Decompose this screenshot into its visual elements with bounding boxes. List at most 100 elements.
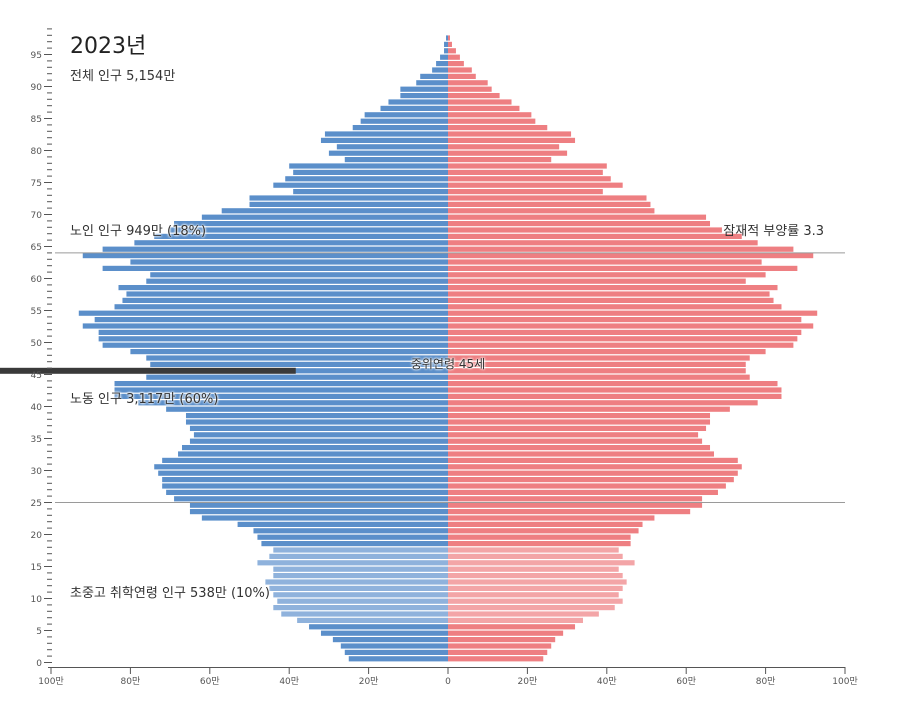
female-bar-age-6 xyxy=(448,617,583,623)
female-bar-age-17 xyxy=(448,547,619,553)
female-bar-age-0 xyxy=(448,656,544,662)
female-bar-age-50 xyxy=(448,336,798,342)
age-tick-label: 50 xyxy=(31,339,43,349)
male-bar-age-55 xyxy=(114,304,449,310)
female-bar-age-67 xyxy=(448,227,722,233)
male-bar-age-15 xyxy=(257,560,448,566)
female-bar-age-43 xyxy=(448,381,778,387)
male-bar-age-26 xyxy=(166,489,448,495)
female-bar-age-48 xyxy=(448,349,766,355)
female-bar-age-58 xyxy=(448,285,778,291)
female-bar-age-51 xyxy=(448,329,802,335)
male-bar-age-59 xyxy=(146,278,448,284)
female-bar-age-56 xyxy=(448,297,774,303)
female-bar-age-94 xyxy=(448,54,460,60)
age-tick-label: 25 xyxy=(31,499,42,509)
median-age-label: 중위연령 45세 xyxy=(410,357,486,371)
male-bar-age-4 xyxy=(320,630,448,636)
male-bar-age-43 xyxy=(114,381,449,387)
male-bar-age-70 xyxy=(221,208,448,214)
female-bar-age-28 xyxy=(448,477,734,483)
age-tick-label: 0 xyxy=(36,659,42,669)
female-bar-age-19 xyxy=(448,534,631,540)
female-bar-age-81 xyxy=(448,137,576,143)
total-population-label: 전체 인구 5,154만 xyxy=(70,69,176,84)
x-tick-label: 20만 xyxy=(518,676,538,687)
x-tick-label: 60만 xyxy=(676,676,696,687)
female-bar-age-60 xyxy=(448,272,766,278)
age-tick-label: 90 xyxy=(31,83,43,93)
male-bar-age-28 xyxy=(162,477,448,483)
elderly-population-label: 노인 인구 949만 (18%) xyxy=(70,224,207,239)
female-bar-age-7 xyxy=(448,611,599,617)
male-bar-age-88 xyxy=(400,93,448,99)
male-bar-age-94 xyxy=(440,54,448,60)
female-bar-age-77 xyxy=(448,163,607,169)
male-bar-age-51 xyxy=(98,329,448,335)
female-bar-age-57 xyxy=(448,291,770,297)
male-bar-age-56 xyxy=(122,297,449,303)
male-bar-age-23 xyxy=(189,509,448,515)
female-bar-age-97 xyxy=(448,35,450,41)
female-bar-age-26 xyxy=(448,489,718,495)
x-tick-label: 80만 xyxy=(121,676,141,687)
male-bar-age-60 xyxy=(150,272,448,278)
female-bar-age-76 xyxy=(448,169,603,175)
female-bar-age-63 xyxy=(448,253,814,259)
male-bar-age-65 xyxy=(134,240,448,246)
male-bar-age-62 xyxy=(130,259,448,265)
female-bar-age-80 xyxy=(448,144,560,150)
age-tick-label: 10 xyxy=(31,595,43,605)
male-bar-age-83 xyxy=(352,125,448,131)
male-bar-age-89 xyxy=(400,86,448,92)
female-bar-age-44 xyxy=(448,374,750,380)
male-bar-age-53 xyxy=(94,317,449,323)
age-tick-label: 75 xyxy=(31,179,42,189)
female-bar-age-69 xyxy=(448,214,707,220)
female-bar-age-5 xyxy=(448,624,576,630)
male-bar-age-73 xyxy=(293,189,448,195)
male-bar-age-97 xyxy=(446,35,448,41)
male-bar-age-58 xyxy=(118,285,449,291)
female-bar-age-96 xyxy=(448,41,452,47)
female-bar-age-36 xyxy=(448,425,707,431)
male-bar-age-63 xyxy=(82,253,448,259)
x-tick-label: 20만 xyxy=(359,676,379,687)
bars-group xyxy=(78,35,818,662)
male-bar-age-48 xyxy=(130,349,448,355)
female-bar-age-4 xyxy=(448,630,564,636)
x-tick-label: 100만 xyxy=(38,676,63,687)
male-bar-age-69 xyxy=(201,214,448,220)
male-bar-age-50 xyxy=(98,336,448,342)
female-bar-age-1 xyxy=(448,649,548,655)
male-bar-age-84 xyxy=(360,118,448,124)
male-bar-age-87 xyxy=(388,99,448,105)
x-tick-label: 40만 xyxy=(279,676,299,687)
male-bar-age-77 xyxy=(289,163,448,169)
male-bar-age-13 xyxy=(273,573,448,579)
age-tick-label: 80 xyxy=(31,147,43,157)
female-bar-age-10 xyxy=(448,592,619,598)
male-bar-age-40 xyxy=(138,400,448,406)
male-bar-age-79 xyxy=(328,150,448,156)
male-bar-age-34 xyxy=(189,438,448,444)
female-bar-age-88 xyxy=(448,93,500,99)
male-bar-age-36 xyxy=(189,425,448,431)
male-bar-age-54 xyxy=(78,310,448,316)
female-bar-age-40 xyxy=(448,400,758,406)
male-bar-age-80 xyxy=(336,144,448,150)
female-bar-age-38 xyxy=(448,413,711,419)
male-bar-age-74 xyxy=(273,182,448,188)
female-bar-age-65 xyxy=(448,240,758,246)
male-bar-age-46 xyxy=(150,361,448,367)
male-bar-age-27 xyxy=(162,483,448,489)
x-tick-label: 40만 xyxy=(597,676,617,687)
male-bar-age-96 xyxy=(444,41,448,47)
male-bar-age-44 xyxy=(146,374,448,380)
dependency-ratio-label: 잠재적 부양률 3.3 xyxy=(723,224,824,239)
age-tick-label: 65 xyxy=(31,243,42,253)
female-bar-age-2 xyxy=(448,643,552,649)
age-tick-label: 15 xyxy=(31,563,42,573)
male-bar-age-30 xyxy=(154,464,448,470)
female-bar-age-59 xyxy=(448,278,746,284)
